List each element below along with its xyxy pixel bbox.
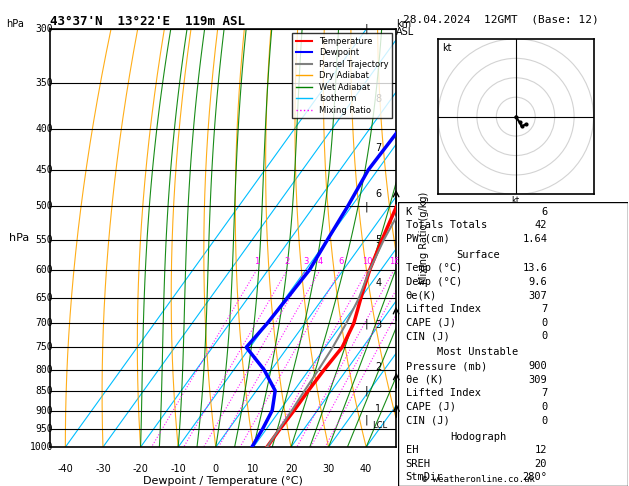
Text: 300: 300 <box>36 24 53 34</box>
Text: 13.6: 13.6 <box>522 263 547 274</box>
Text: 450: 450 <box>36 165 53 175</box>
Text: |: | <box>364 318 368 329</box>
Text: 28.04.2024  12GMT  (Base: 12): 28.04.2024 12GMT (Base: 12) <box>403 15 598 25</box>
Text: 500: 500 <box>36 202 53 211</box>
Text: 309: 309 <box>528 375 547 385</box>
Text: km: km <box>396 19 411 30</box>
Text: 4: 4 <box>318 257 323 266</box>
Text: 0: 0 <box>541 402 547 412</box>
Text: 7: 7 <box>541 304 547 314</box>
Text: kt: kt <box>442 43 452 53</box>
Text: |: | <box>364 415 368 425</box>
Text: 6: 6 <box>541 207 547 217</box>
Text: θe (K): θe (K) <box>406 375 443 385</box>
Text: 6: 6 <box>338 257 343 266</box>
Text: hPa: hPa <box>6 19 24 30</box>
Text: 4: 4 <box>376 278 381 288</box>
Text: CIN (J): CIN (J) <box>406 331 450 342</box>
Text: PW (cm): PW (cm) <box>406 234 450 244</box>
Text: 5: 5 <box>376 235 381 244</box>
Text: 550: 550 <box>36 235 53 244</box>
Text: 7: 7 <box>541 388 547 399</box>
Text: 7: 7 <box>376 142 381 153</box>
Text: CAPE (J): CAPE (J) <box>406 318 455 328</box>
Text: LCL: LCL <box>372 421 387 430</box>
Text: 0: 0 <box>541 331 547 342</box>
Text: 20: 20 <box>535 459 547 469</box>
Text: 600: 600 <box>36 265 53 275</box>
Text: 43°37'N  13°22'E  119m ASL: 43°37'N 13°22'E 119m ASL <box>50 15 245 28</box>
Text: -40: -40 <box>57 464 73 474</box>
Text: Dewpoint / Temperature (°C): Dewpoint / Temperature (°C) <box>143 476 303 486</box>
Text: SREH: SREH <box>406 459 431 469</box>
Text: 10: 10 <box>247 464 260 474</box>
Text: 3: 3 <box>304 257 309 266</box>
Text: 30: 30 <box>323 464 335 474</box>
Text: Most Unstable: Most Unstable <box>437 347 519 358</box>
Text: 350: 350 <box>36 78 53 87</box>
Text: Lifted Index: Lifted Index <box>406 304 481 314</box>
Text: -20: -20 <box>133 464 148 474</box>
Text: |: | <box>364 201 368 212</box>
Text: 2: 2 <box>376 363 381 372</box>
Text: 650: 650 <box>36 293 53 303</box>
Text: Temp (°C): Temp (°C) <box>406 263 462 274</box>
Text: 40: 40 <box>360 464 372 474</box>
Text: hPa: hPa <box>9 233 30 243</box>
Text: K: K <box>406 207 412 217</box>
Text: StmDir: StmDir <box>406 472 443 483</box>
Text: 950: 950 <box>36 424 53 434</box>
Text: 1: 1 <box>254 257 259 266</box>
Text: 12: 12 <box>535 445 547 455</box>
Text: CIN (J): CIN (J) <box>406 416 450 426</box>
Text: EH: EH <box>406 445 418 455</box>
Text: CAPE (J): CAPE (J) <box>406 402 455 412</box>
Text: 850: 850 <box>36 386 53 396</box>
Text: 9.6: 9.6 <box>528 277 547 287</box>
Text: 750: 750 <box>36 342 53 352</box>
Legend: Temperature, Dewpoint, Parcel Trajectory, Dry Adiabat, Wet Adiabat, Isotherm, Mi: Temperature, Dewpoint, Parcel Trajectory… <box>292 34 392 118</box>
Text: Surface: Surface <box>456 250 500 260</box>
Text: 3: 3 <box>376 320 381 330</box>
Text: 1.64: 1.64 <box>522 234 547 244</box>
Text: 900: 900 <box>36 405 53 416</box>
Text: 8: 8 <box>376 94 381 104</box>
Text: Totals Totals: Totals Totals <box>406 220 487 230</box>
Text: Lifted Index: Lifted Index <box>406 388 481 399</box>
Text: 1000: 1000 <box>30 442 53 452</box>
Text: -10: -10 <box>170 464 186 474</box>
Text: 2: 2 <box>285 257 290 266</box>
Text: |: | <box>364 385 368 396</box>
Text: 0: 0 <box>541 416 547 426</box>
Text: 280°: 280° <box>522 472 547 483</box>
Text: 1: 1 <box>376 404 381 414</box>
Text: ASL: ASL <box>396 27 415 37</box>
Text: Mixing Ratio (g/kg): Mixing Ratio (g/kg) <box>419 192 429 284</box>
Text: θe(K): θe(K) <box>406 291 437 301</box>
Text: 10: 10 <box>362 257 373 266</box>
Text: © weatheronline.co.uk: © weatheronline.co.uk <box>421 474 535 484</box>
Text: |: | <box>364 24 368 35</box>
Text: 20: 20 <box>285 464 297 474</box>
Text: Hodograph: Hodograph <box>450 432 506 442</box>
Text: Dewp (°C): Dewp (°C) <box>406 277 462 287</box>
X-axis label: kt: kt <box>512 196 520 205</box>
Text: 6: 6 <box>376 190 381 199</box>
Text: 400: 400 <box>36 124 53 134</box>
Text: 0: 0 <box>541 318 547 328</box>
Text: 700: 700 <box>36 318 53 329</box>
Text: 307: 307 <box>528 291 547 301</box>
Text: Pressure (mb): Pressure (mb) <box>406 361 487 371</box>
Text: 900: 900 <box>528 361 547 371</box>
Text: 0: 0 <box>213 464 219 474</box>
Text: -30: -30 <box>95 464 111 474</box>
Text: 800: 800 <box>36 364 53 375</box>
Text: 16: 16 <box>389 257 399 266</box>
Text: 42: 42 <box>535 220 547 230</box>
